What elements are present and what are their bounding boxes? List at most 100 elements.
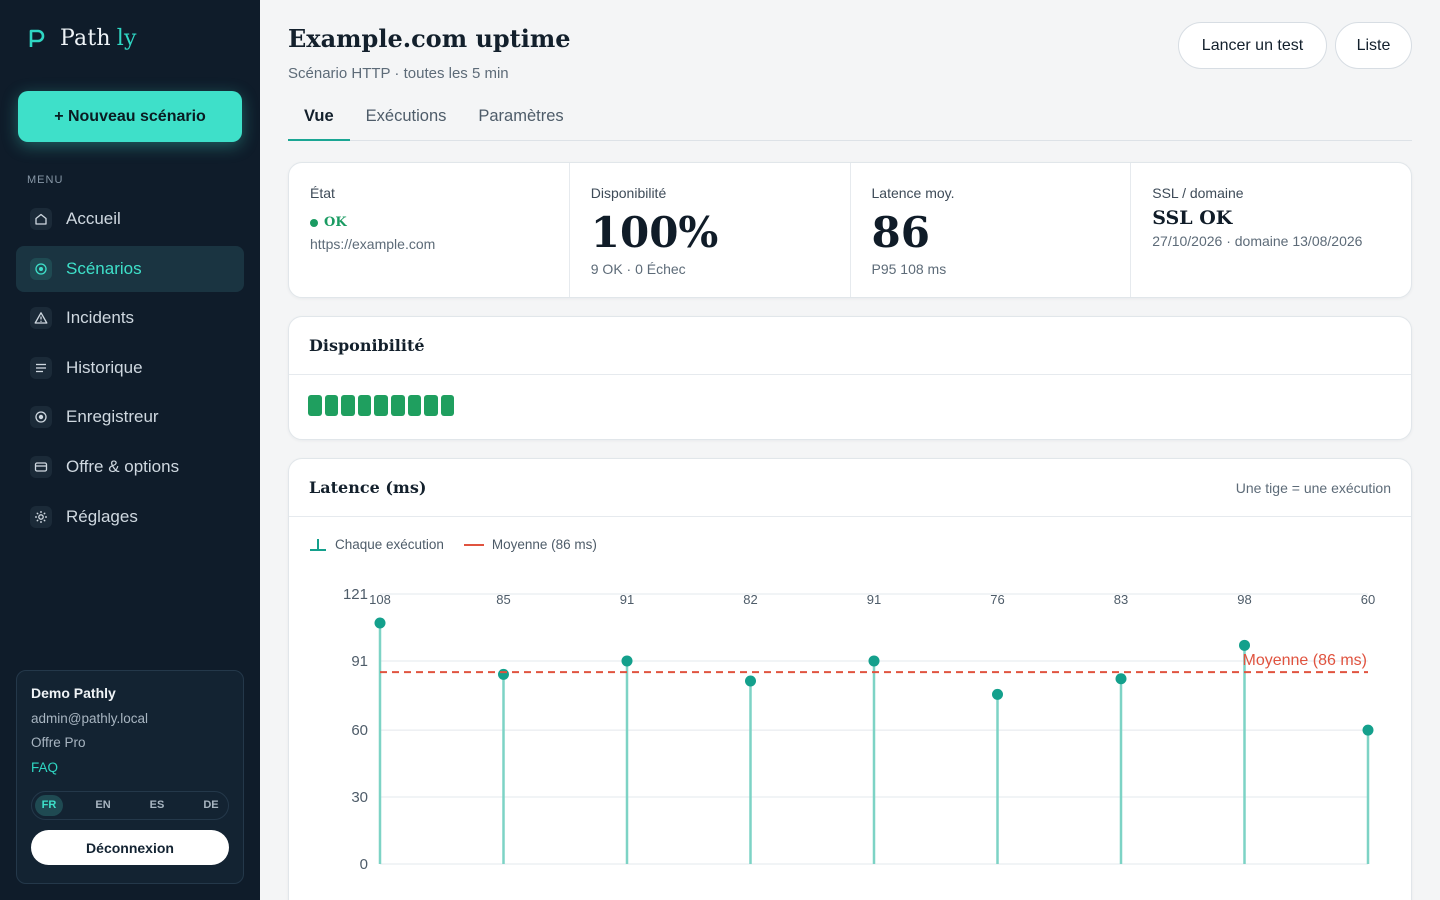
sidebar-item-label: Offre & options <box>66 456 180 476</box>
page-subtitle: Scénario HTTP · toutes les 5 min <box>288 65 509 82</box>
latency-point <box>498 668 509 680</box>
stat-value: 86 <box>871 208 930 257</box>
stats-card: État OK https://example.com Disponibilit… <box>288 162 1412 298</box>
card-icon <box>30 455 52 478</box>
latency-card: Latence (ms) Une tige = une exécution Ch… <box>288 458 1412 900</box>
stat-value: 100% <box>590 208 719 257</box>
gear-icon <box>30 505 52 528</box>
latency-point <box>1362 724 1374 736</box>
stat-state: État OK https://example.com <box>289 163 570 297</box>
y-tick-label: 121 <box>343 586 368 603</box>
sidebar-item-scenarios[interactable]: Scénarios <box>16 245 244 292</box>
availability-bars <box>289 375 1411 436</box>
availability-check-bar[interactable] <box>308 395 322 416</box>
data-label: 91 <box>867 592 881 607</box>
sidebar-item-label: Scénarios <box>66 258 142 278</box>
card-title: Latence (ms) <box>309 478 427 497</box>
latency-point <box>621 655 633 667</box>
stat-latency: Latence moy. 86 P95 108 ms <box>851 163 1132 297</box>
sidebar-item-label: Enregistreur <box>66 407 159 427</box>
brand-logo[interactable]: Path ly <box>26 26 137 51</box>
target-icon <box>30 257 52 280</box>
lang-es[interactable]: ES <box>149 799 165 811</box>
sidebar-item-enregistreur[interactable]: Enregistreur <box>16 394 244 440</box>
stat-ssl: SSL / domaine SSL OK 27/10/2026 · domain… <box>1131 163 1411 297</box>
y-tick-label: 91 <box>351 653 368 670</box>
lang-de[interactable]: DE <box>203 799 219 811</box>
stat-label: Latence moy. <box>871 185 955 201</box>
legend-each: Chaque exécution <box>309 537 444 552</box>
tab-vue[interactable]: Vue <box>288 98 350 141</box>
availability-check-bar[interactable] <box>374 395 388 416</box>
language-switcher: FR EN ES DE <box>31 791 229 820</box>
stat-label: Disponibilité <box>590 185 667 201</box>
tab-executions[interactable]: Exécutions <box>365 107 447 125</box>
list-icon <box>30 356 52 379</box>
sidebar: Path ly + Nouveau scénario MENU Accueil S… <box>0 0 260 900</box>
latency-point <box>1239 639 1250 651</box>
stat-value: SSL OK <box>1152 207 1233 229</box>
latency-point <box>374 617 386 629</box>
lang-fr[interactable]: FR <box>35 795 63 816</box>
new-scenario-button[interactable]: + Nouveau scénario <box>18 91 242 142</box>
record-icon <box>30 406 52 429</box>
main-content: Example.com uptime Scénario HTTP · toute… <box>288 0 1412 900</box>
tab-bar: Vue Exécutions Paramètres <box>288 98 1412 141</box>
stat-label: SSL / domaine <box>1152 185 1244 201</box>
sidebar-item-reglages[interactable]: Réglages <box>16 494 244 540</box>
lang-en[interactable]: EN <box>95 799 111 811</box>
stat-label: État <box>310 185 335 201</box>
faq-link[interactable]: FAQ <box>31 760 59 775</box>
account-email: admin@pathly.local <box>31 711 149 726</box>
latency-chart: 0 30 60 91 121 108 85 91 82 91 76 83 98 60 Moyenne (86… <box>343 586 1375 873</box>
status-badge: OK <box>310 215 549 230</box>
sidebar-item-label: Réglages <box>66 506 138 526</box>
availability-check-bar[interactable] <box>440 395 455 416</box>
data-label: 60 <box>1361 592 1375 607</box>
stem-legend-icon <box>310 538 326 551</box>
sidebar-item-offre[interactable]: Offre & options <box>16 444 244 490</box>
stat-detail: 27/10/2026 · domaine 13/08/2026 <box>1152 233 1363 249</box>
logo-icon <box>29 29 45 47</box>
availability-check-bar[interactable] <box>424 395 438 416</box>
average-label: Moyenne (86 ms) <box>1243 652 1368 669</box>
average-legend-icon <box>463 543 484 546</box>
availability-card: Disponibilité <box>288 316 1412 440</box>
availability-check-bar[interactable] <box>390 395 405 416</box>
brand-name: Path ly <box>60 26 137 51</box>
home-icon <box>30 208 52 230</box>
availability-check-bar[interactable] <box>324 395 339 416</box>
warning-icon <box>30 307 52 330</box>
data-label: 85 <box>496 592 510 607</box>
y-tick-label: 60 <box>351 722 368 739</box>
y-tick-label: 0 <box>360 856 368 873</box>
data-label: 98 <box>1237 592 1251 607</box>
sidebar-item-label: Historique <box>66 357 143 377</box>
list-button[interactable]: Liste <box>1335 22 1412 69</box>
logout-button[interactable]: Déconnexion <box>31 830 229 865</box>
chart-legend: Chaque exécution Moyenne (86 ms) <box>309 537 597 552</box>
stat-availability: Disponibilité 100% 9 OK · 0 Échec <box>570 163 851 297</box>
availability-check-bar[interactable] <box>357 395 372 416</box>
availability-check-bar[interactable] <box>407 395 422 416</box>
tab-parametres[interactable]: Paramètres <box>478 107 564 125</box>
availability-check-bar[interactable] <box>341 395 355 416</box>
card-header: Disponibilité <box>289 317 1411 375</box>
data-label: 82 <box>743 592 757 607</box>
latency-point <box>745 675 756 687</box>
data-label: 91 <box>620 592 634 607</box>
data-label: 83 <box>1114 592 1128 607</box>
sidebar-item-incidents[interactable]: Incidents <box>16 295 244 341</box>
sidebar-item-historique[interactable]: Historique <box>16 345 244 391</box>
sidebar-nav: Accueil Scénarios Incidents Historique E… <box>16 196 244 543</box>
chart-note: Une tige = une exécution <box>1235 479 1391 496</box>
y-tick-label: 30 <box>351 789 368 806</box>
run-test-button[interactable]: Lancer un test <box>1178 22 1327 69</box>
stat-url: https://example.com <box>310 236 436 252</box>
sidebar-item-accueil[interactable]: Accueil <box>16 196 244 242</box>
sidebar-item-label: Incidents <box>66 308 135 328</box>
account-panel: Demo Pathly admin@pathly.local Offre Pro… <box>16 670 244 884</box>
account-plan: Offre Pro <box>31 735 86 750</box>
sidebar-item-label: Accueil <box>66 209 121 228</box>
data-label: 108 <box>369 592 391 607</box>
